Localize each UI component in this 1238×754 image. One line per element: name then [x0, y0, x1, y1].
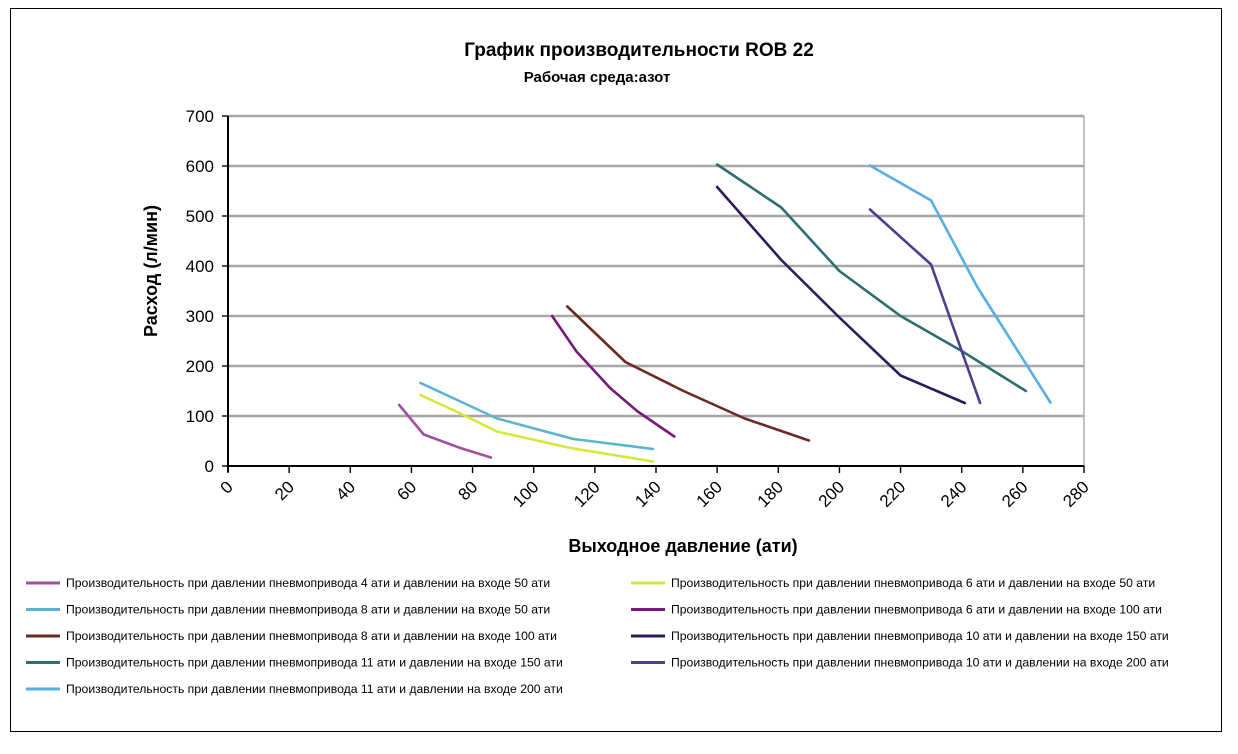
x-tick-label: 0: [217, 477, 237, 497]
legend-label: Производительность при давлении пневмопр…: [671, 656, 1169, 670]
x-tick-label: 200: [815, 477, 848, 510]
y-tick-label: 700: [186, 107, 214, 126]
x-tick-label: 60: [393, 477, 420, 504]
y-tick-label: 0: [205, 457, 214, 476]
series-line-6: [715, 185, 967, 405]
series-line-5: [565, 305, 811, 442]
series-lines: [397, 163, 1052, 463]
x-tick-label: 140: [631, 477, 664, 510]
chart-title: График производительности ROB 22: [464, 40, 814, 61]
legend-label: Производительность при давлении пневмопр…: [66, 576, 550, 590]
y-axis-title: Расход (л/мин): [141, 205, 161, 337]
x-tick-label: 280: [1059, 477, 1092, 510]
legend-label: Производительность при давлении пневмопр…: [66, 629, 557, 643]
y-tick-label: 500: [186, 207, 214, 226]
x-tick-label: 240: [937, 477, 970, 510]
legend-label: Производительность при давлении пневмопр…: [671, 603, 1162, 617]
x-tick-label: 20: [271, 477, 298, 504]
y-tick-label: 100: [186, 407, 214, 426]
x-axis-title: Выходное давление (ати): [568, 536, 797, 556]
y-tick-label: 300: [186, 307, 214, 326]
x-tick-label: 220: [876, 477, 909, 510]
series-line-4: [550, 314, 676, 438]
legend-label: Производительность при давлении пневмопр…: [671, 629, 1169, 643]
series-line-1: [397, 403, 493, 459]
grid-lines: [228, 114, 1084, 418]
x-tick-label: 120: [570, 477, 603, 510]
series-line-9: [868, 164, 1052, 404]
legend-label: Производительность при давлении пневмопр…: [671, 576, 1155, 590]
y-tick-label: 600: [186, 157, 214, 176]
chart-frame: [10, 8, 1222, 732]
x-tick-label: 160: [692, 477, 725, 510]
legend-label: Производительность при давлении пневмопр…: [66, 656, 563, 670]
axes: [222, 115, 1085, 473]
series-line-7: [715, 163, 1028, 393]
chart-subtitle: Рабочая среда:азот: [524, 69, 671, 86]
legend: Производительность при давлении пневмопр…: [26, 576, 1169, 696]
y-tick-label: 200: [186, 357, 214, 376]
x-tick-label: 260: [998, 477, 1031, 510]
series-line-3: [419, 381, 655, 451]
legend-label: Производительность при давлении пневмопр…: [66, 682, 563, 696]
x-tick-label: 40: [332, 477, 359, 504]
tick-labels: 0 100 200 300 400 500 600 700 0 20 40 60 80 100 120 140…: [186, 107, 1093, 511]
series-line-2: [419, 393, 655, 463]
x-tick-label: 180: [754, 477, 787, 510]
legend-label: Производительность при давлении пневмопр…: [66, 603, 550, 617]
x-tick-label: 100: [509, 477, 542, 510]
series-line-8: [868, 208, 982, 405]
x-tick-label: 80: [455, 477, 482, 504]
y-tick-label: 400: [186, 257, 214, 276]
